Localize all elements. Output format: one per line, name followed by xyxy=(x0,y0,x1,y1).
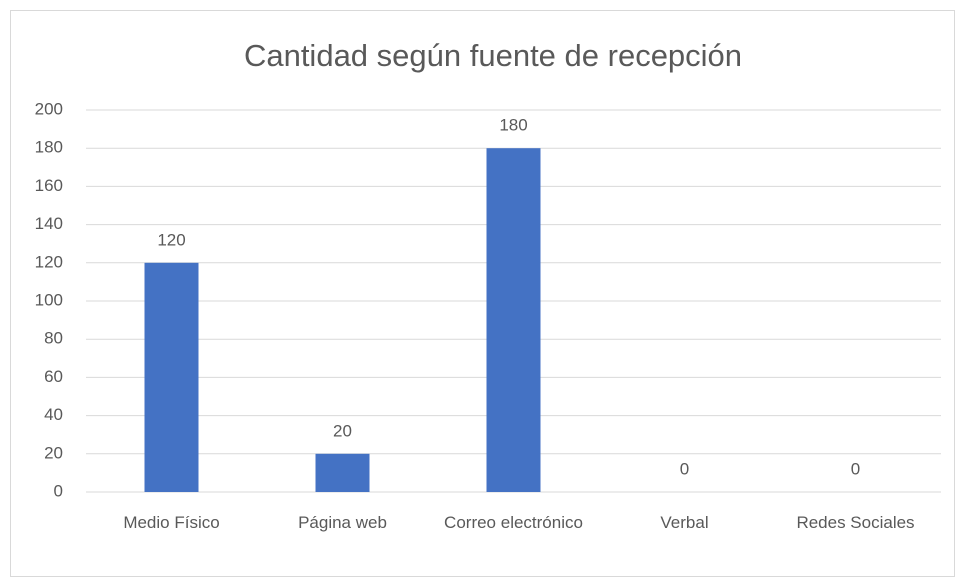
data-label: 120 xyxy=(157,230,185,249)
bar xyxy=(486,148,541,492)
y-tick-label: 80 xyxy=(44,329,63,348)
y-tick-label: 200 xyxy=(35,99,63,118)
x-tick-label: Verbal xyxy=(660,513,709,532)
x-tick-label: Redes Sociales xyxy=(796,513,915,532)
bar xyxy=(144,262,199,492)
y-tick-label: 160 xyxy=(35,176,63,195)
data-label: 0 xyxy=(851,459,860,478)
y-tick-label: 180 xyxy=(35,138,63,157)
chart-title: Cantidad según fuente de recepción xyxy=(244,38,742,73)
y-tick-label: 140 xyxy=(35,214,63,233)
y-tick-label: 100 xyxy=(35,290,63,309)
x-tick-label: Correo electrónico xyxy=(444,513,583,532)
y-tick-label: 60 xyxy=(44,367,63,386)
y-tick-label: 0 xyxy=(54,481,63,500)
x-tick-label: Página web xyxy=(298,513,387,532)
data-label: 0 xyxy=(680,459,689,478)
y-tick-label: 40 xyxy=(44,405,63,424)
bar xyxy=(315,453,370,492)
y-tick-label: 20 xyxy=(44,443,63,462)
x-tick-label: Medio Físico xyxy=(123,513,220,532)
data-label: 180 xyxy=(499,116,527,135)
y-tick-label: 120 xyxy=(35,252,63,271)
data-label: 20 xyxy=(333,421,352,440)
